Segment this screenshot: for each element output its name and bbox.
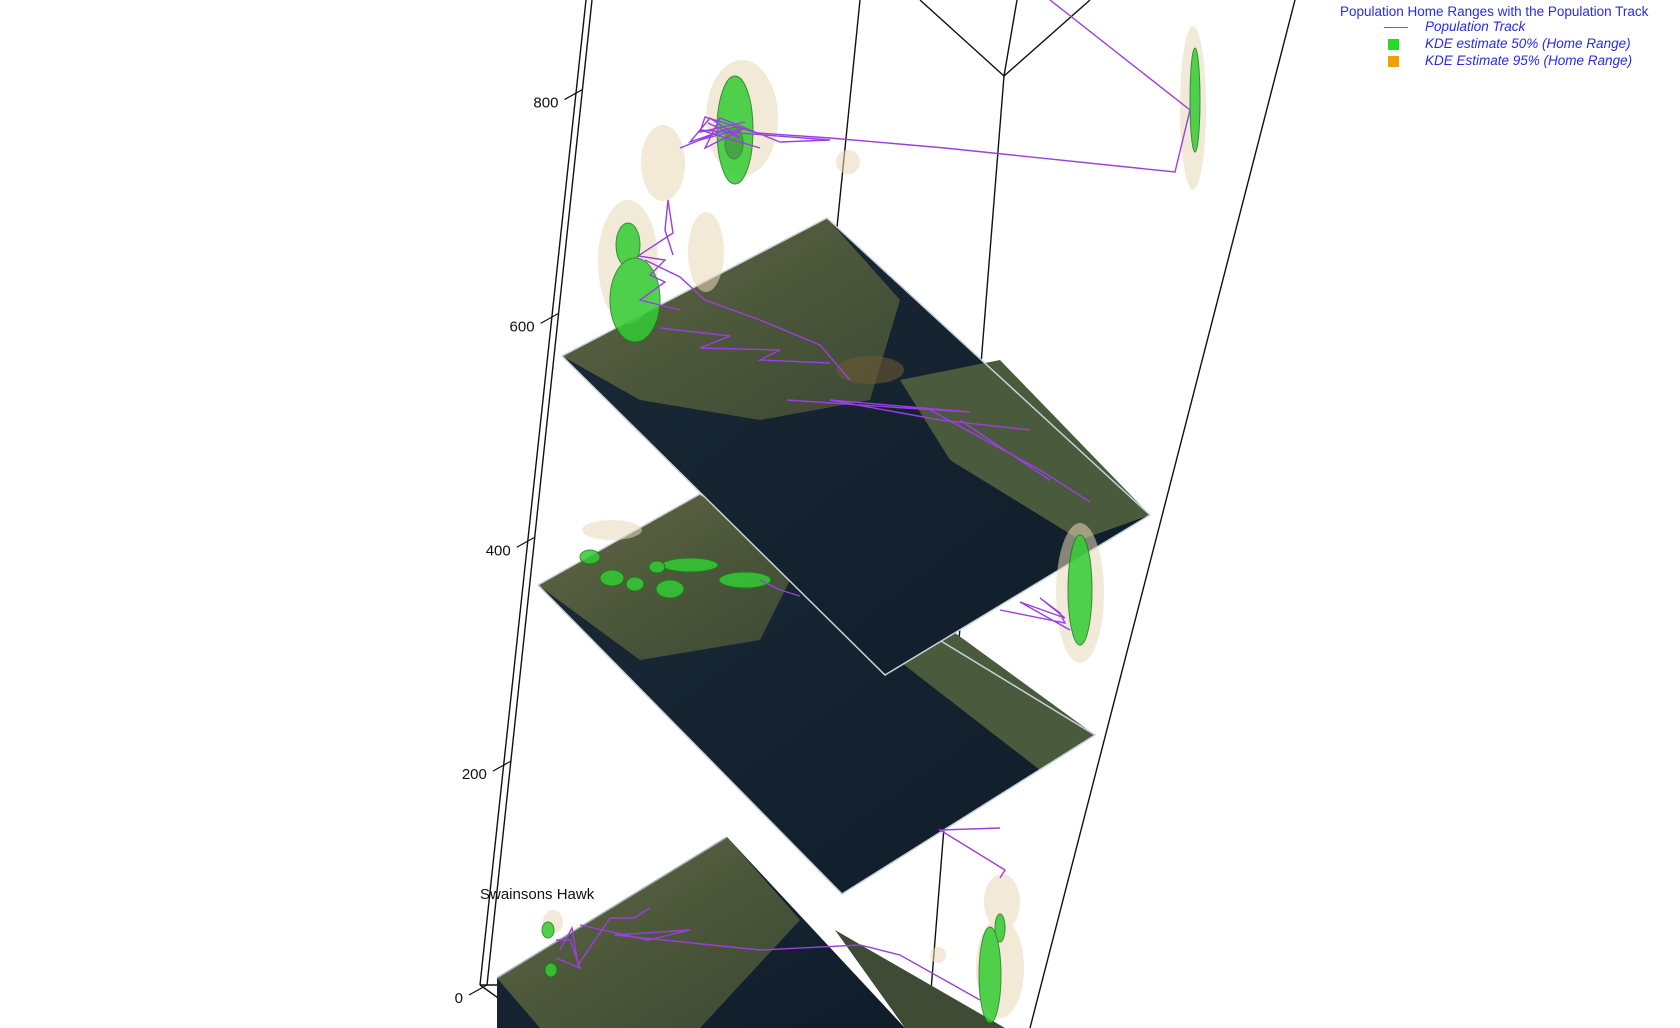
z-axis: 0 200 400 600 800 [455, 89, 583, 1007]
z-tick-label: 400 [486, 542, 511, 559]
green-square-icon [1388, 39, 1399, 50]
legend-entry-kde-95: KDE Estimate 95% (Home Range) [1340, 53, 1680, 70]
legend-label: Population Track [1425, 19, 1526, 34]
population-track [555, 0, 1191, 1001]
z-tick-label: 600 [510, 318, 535, 335]
legend-label: KDE Estimate 95% (Home Range) [1425, 53, 1633, 68]
orange-square-icon [1388, 56, 1399, 67]
map-layer-top [561, 217, 1152, 676]
z-tick-mark [540, 312, 559, 324]
legend-label: KDE estimate 50% (Home Range) [1425, 36, 1631, 51]
z-tick-mark [468, 984, 488, 996]
legend: Population Home Ranges with the Populati… [1340, 4, 1680, 70]
legend-entry-kde-50: KDE estimate 50% (Home Range) [1340, 36, 1680, 53]
z-tick-label: 800 [533, 95, 558, 112]
track-line-icon [1384, 27, 1408, 28]
z-tick-mark [492, 760, 512, 772]
z-tick-label: 0 [455, 990, 463, 1007]
z-tick-mark [564, 89, 583, 101]
species-label: Swainsons Hawk [480, 886, 595, 903]
legend-entry-population-track: Population Track [1340, 19, 1680, 36]
legend-title: Population Home Ranges with the Populati… [1340, 4, 1649, 19]
z-tick-label: 200 [462, 766, 487, 783]
z-tick-mark [516, 536, 536, 548]
